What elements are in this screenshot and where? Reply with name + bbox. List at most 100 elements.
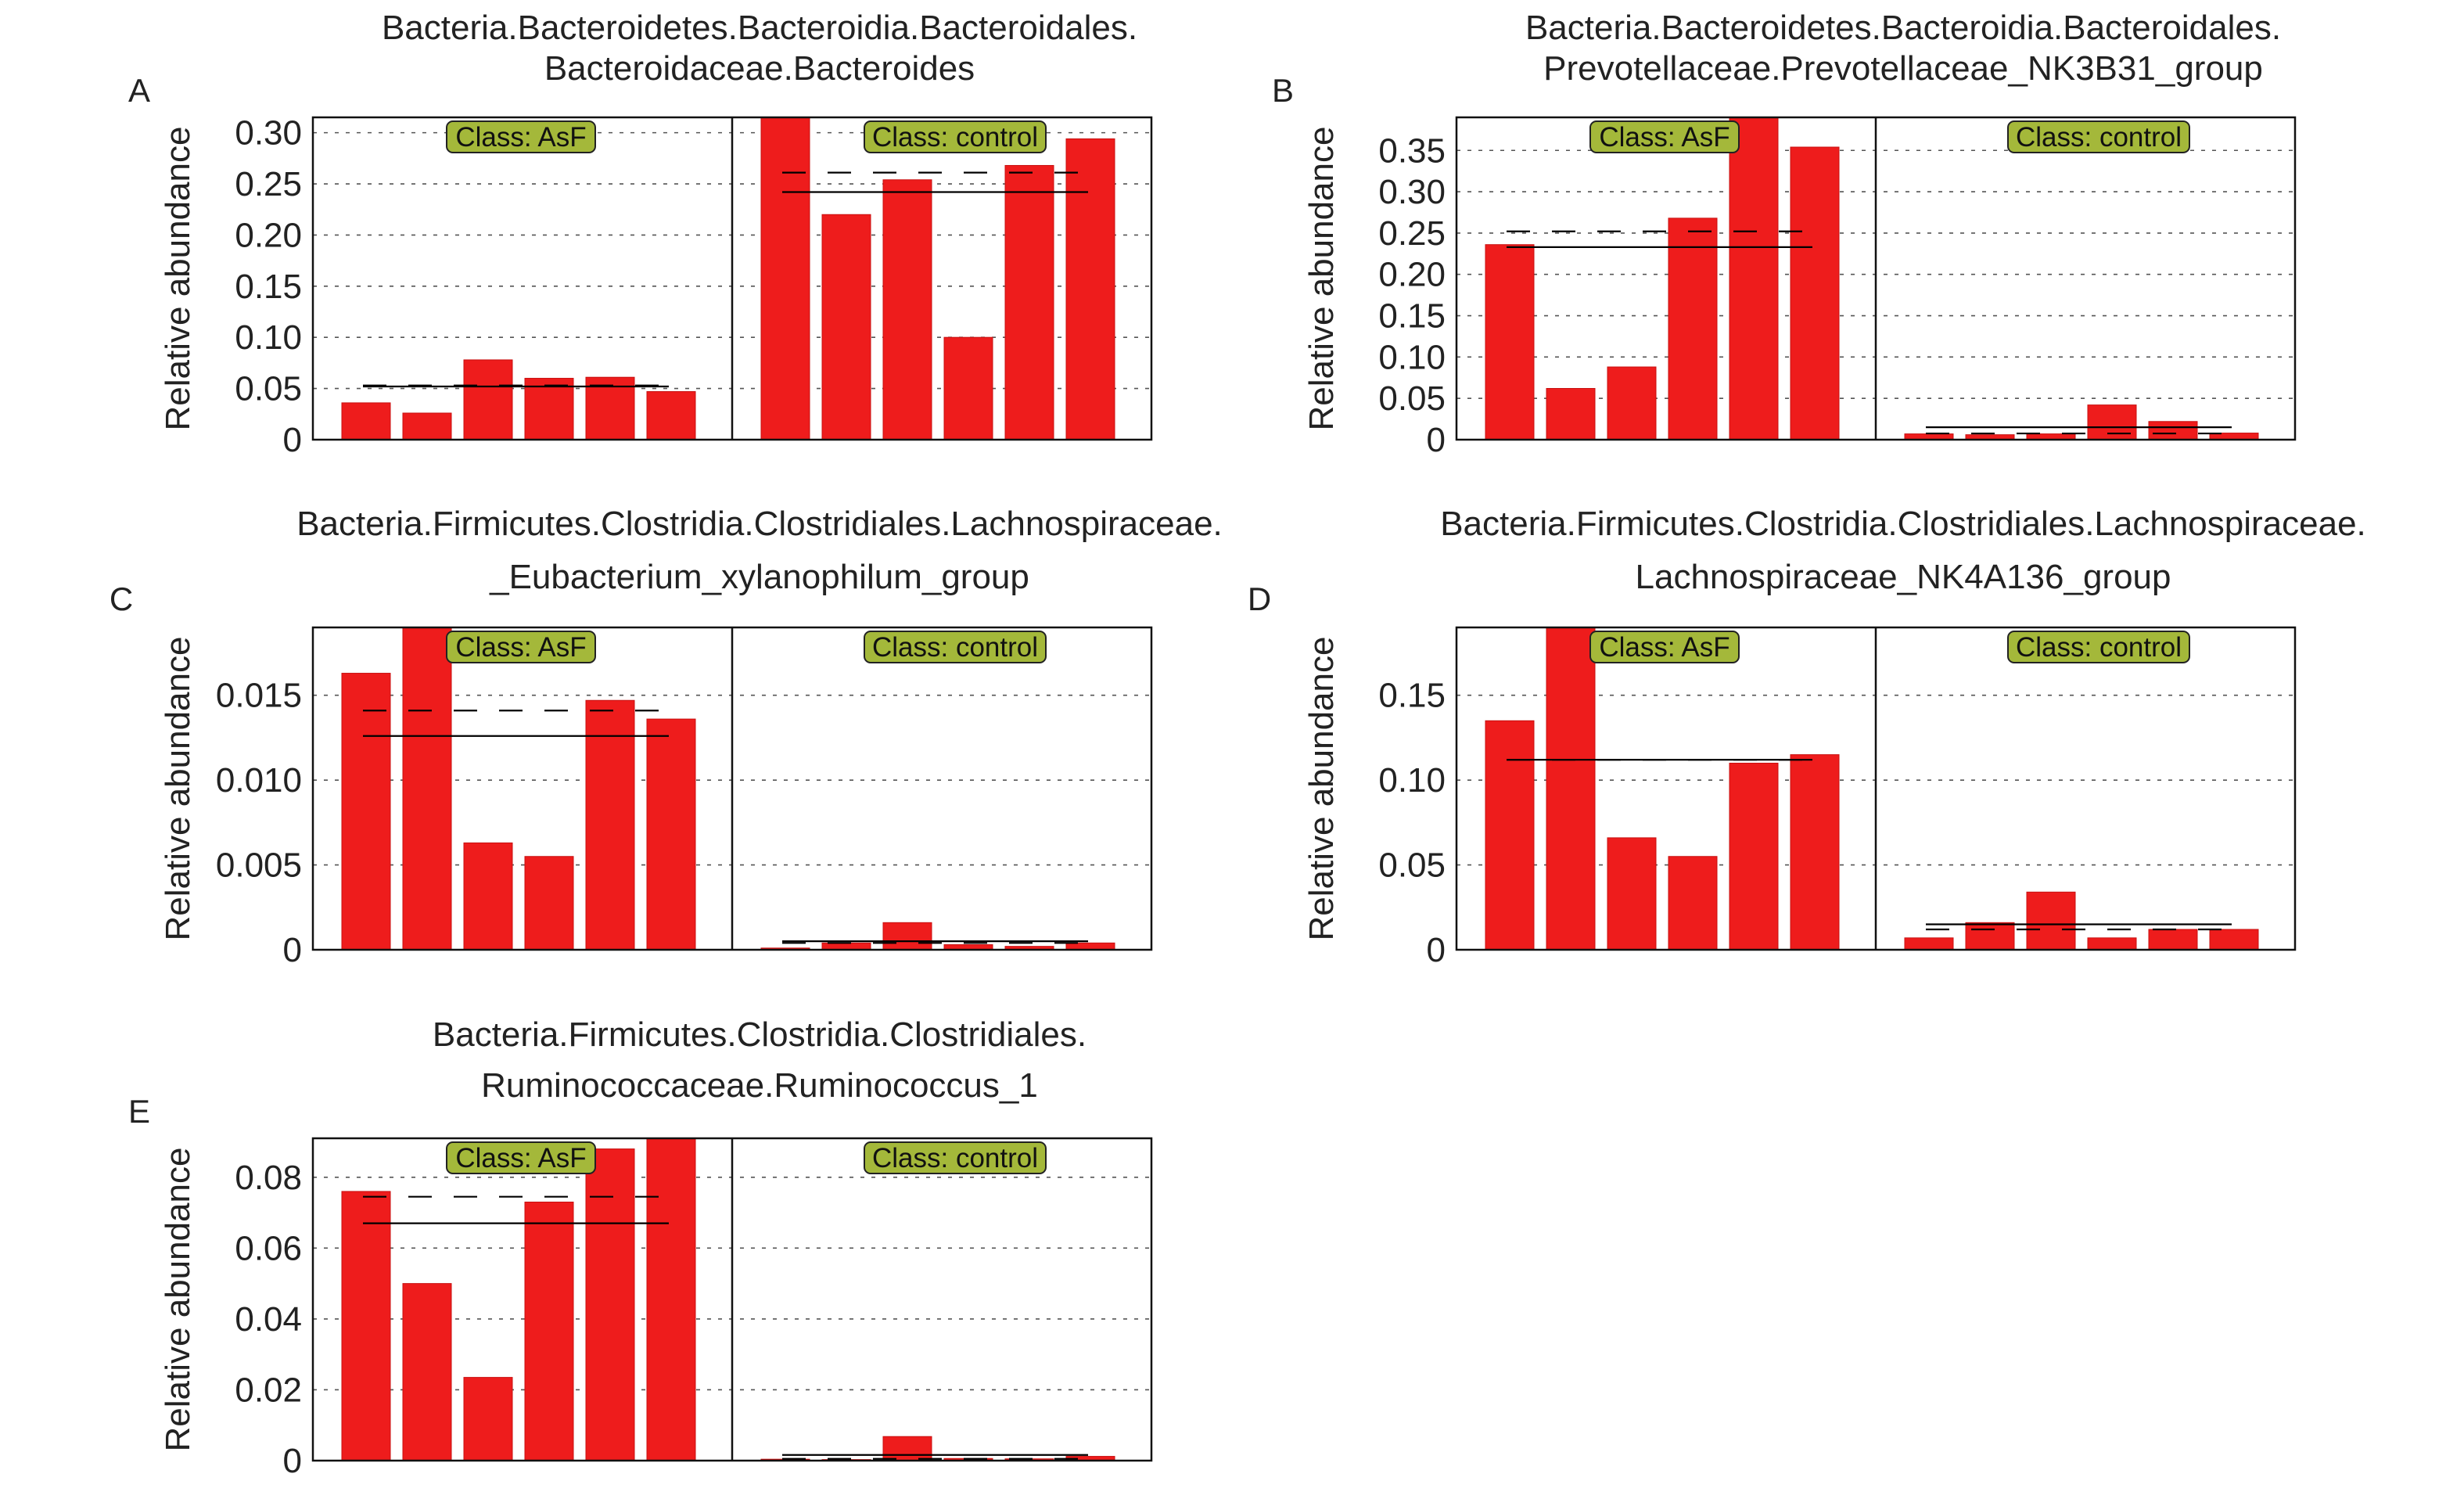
bar: [463, 1377, 513, 1461]
class-badge: [2007, 631, 2190, 663]
class-badge: [864, 631, 1047, 663]
class-badge-label: Class: control: [872, 632, 1038, 663]
y-tick-label: 0.30: [235, 114, 302, 153]
bar: [585, 699, 635, 951]
class-badge: [446, 120, 596, 153]
panel-letter: E: [128, 1093, 150, 1130]
panel-a: Bacteria.Bacteroidetes.Bacteroidia.Bacte…: [128, 9, 1153, 459]
bar: [1546, 627, 1596, 951]
panel-e: Bacteria.Firmicutes.Clostridia.Clostridi…: [128, 1015, 1153, 1480]
class-badge-label: Class: AsF: [1599, 632, 1729, 663]
bar: [1065, 942, 1115, 951]
bar: [524, 1201, 574, 1461]
class-badge: [446, 631, 596, 663]
panel-title-line: Bacteroidaceae.Bacteroides: [544, 49, 975, 88]
bar: [821, 942, 871, 951]
bar: [1607, 837, 1657, 951]
bar: [402, 1283, 452, 1461]
bar: [402, 627, 452, 951]
panel-title-line: Bacteria.Bacteroidetes.Bacteroidia.Bacte…: [382, 9, 1137, 47]
class-badge-label: Class: control: [2016, 122, 2182, 153]
panel-d: Bacteria.Firmicutes.Clostridia.Clostridi…: [1248, 505, 2366, 969]
bar: [882, 179, 932, 440]
y-tick-label: 0: [283, 931, 302, 969]
class-badge-label: Class: control: [872, 1143, 1038, 1174]
bar: [463, 359, 513, 440]
bar: [1904, 937, 1954, 951]
y-tick-label: 0.25: [235, 165, 302, 203]
y-tick-label: 0.06: [235, 1229, 302, 1267]
bar: [882, 1436, 932, 1461]
class-badge-label: Class: control: [2016, 632, 2182, 663]
bar: [821, 214, 871, 440]
bar: [2087, 937, 2137, 951]
y-tick-label: 0.30: [1378, 173, 1446, 211]
panel-title-line: Bacteria.Firmicutes.Clostridia.Clostridi…: [433, 1015, 1087, 1054]
bar: [1607, 366, 1657, 440]
panel-letter: B: [1272, 72, 1294, 109]
bar: [341, 673, 391, 951]
bar: [1790, 754, 1840, 951]
bar: [646, 391, 696, 440]
bar: [882, 922, 932, 951]
bar: [1004, 164, 1054, 440]
class-badge: [1589, 631, 1740, 663]
bar: [1965, 922, 2015, 951]
bar: [463, 842, 513, 951]
bar: [1729, 762, 1779, 951]
y-tick-label: 0.05: [1378, 379, 1446, 418]
class-badge-label: Class: control: [872, 122, 1038, 153]
y-tick-label: 0.02: [235, 1371, 302, 1409]
y-axis-label: Relative abundance: [159, 1148, 197, 1452]
y-tick-label: 0.05: [1378, 846, 1446, 885]
y-tick-label: 0.08: [235, 1159, 302, 1197]
bar: [646, 718, 696, 951]
class-badge-label: Class: AsF: [455, 1143, 586, 1174]
y-tick-label: 0.015: [216, 677, 302, 715]
class-badge: [2007, 120, 2190, 153]
bar: [341, 1191, 391, 1461]
panel-title-line: Bacteria.Bacteroidetes.Bacteroidia.Bacte…: [1525, 9, 2281, 47]
class-badge: [864, 1141, 1047, 1174]
bar: [1065, 138, 1115, 440]
bar: [2026, 891, 2076, 951]
y-tick-label: 0.15: [235, 268, 302, 306]
class-badge: [864, 120, 1047, 153]
bar: [524, 856, 574, 951]
y-axis-label: Relative abundance: [159, 637, 197, 941]
y-tick-label: 0.25: [1378, 214, 1446, 253]
class-badge: [446, 1141, 596, 1174]
panel-title-line: Bacteria.Firmicutes.Clostridia.Clostridi…: [1440, 505, 2366, 543]
bar: [1668, 217, 1718, 440]
bar: [760, 117, 810, 440]
bar: [2148, 929, 2198, 951]
bar: [1546, 388, 1596, 440]
bar: [2087, 404, 2137, 440]
y-axis-label: Relative abundance: [159, 127, 197, 431]
y-tick-label: 0.15: [1378, 297, 1446, 336]
bar: [402, 412, 452, 440]
class-badge-label: Class: AsF: [455, 632, 586, 663]
panel-letter: C: [110, 580, 133, 617]
y-tick-label: 0.005: [216, 846, 302, 885]
class-badge-label: Class: AsF: [455, 122, 586, 153]
y-tick-label: 0: [283, 421, 302, 459]
panel-title-line: Lachnospiraceae_NK4A136_group: [1636, 558, 2171, 596]
panel-title-line: Bacteria.Firmicutes.Clostridia.Clostridi…: [296, 505, 1223, 543]
bar: [646, 1138, 696, 1461]
y-tick-label: 0.04: [235, 1300, 302, 1339]
panel-title-line: Ruminococcaceae.Ruminococcus_1: [481, 1066, 1038, 1105]
y-tick-label: 0.05: [235, 370, 302, 408]
panel-letter: A: [128, 72, 150, 109]
bar: [2148, 421, 2198, 440]
panel-b: Bacteria.Bacteroidetes.Bacteroidia.Bacte…: [1272, 9, 2297, 459]
panel-letter: D: [1248, 580, 1271, 617]
bar: [524, 378, 574, 440]
y-tick-label: 0.35: [1378, 131, 1446, 170]
bar: [943, 336, 993, 440]
y-tick-label: 0.10: [1378, 338, 1446, 376]
panel-c: Bacteria.Firmicutes.Clostridia.Clostridi…: [110, 505, 1223, 969]
y-tick-label: 0: [283, 1442, 302, 1480]
y-axis-label: Relative abundance: [1302, 637, 1341, 941]
